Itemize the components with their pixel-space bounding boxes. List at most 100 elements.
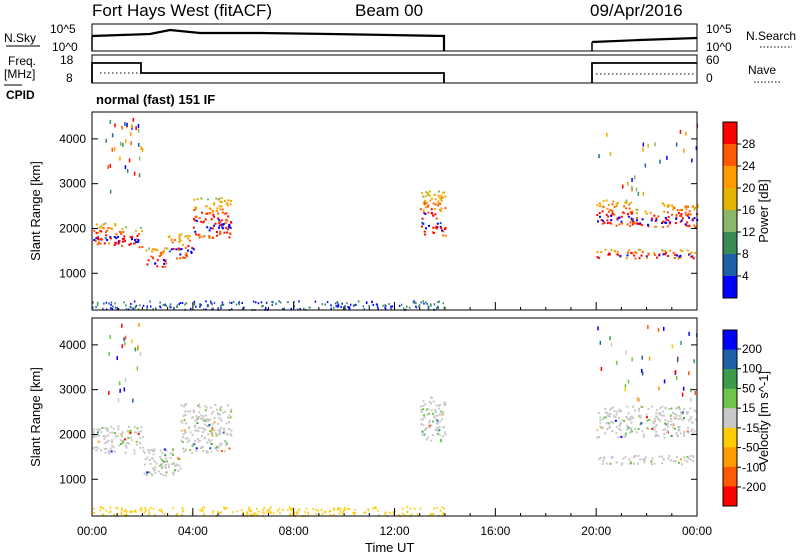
scatter-cell <box>428 412 431 415</box>
scatter-cell <box>423 230 426 233</box>
scatter-cell <box>619 429 622 432</box>
scatter-cell <box>291 508 293 511</box>
scatter-cell <box>124 335 127 340</box>
scatter-cell <box>629 225 632 228</box>
scatter-cell <box>298 509 300 512</box>
scatter-cell <box>231 308 233 311</box>
velocity-scatter <box>92 323 698 518</box>
scatter-cell <box>147 259 150 262</box>
scatter-cell <box>676 435 679 438</box>
scatter-cell <box>207 419 210 422</box>
x-tick-label: 00:00 <box>682 524 712 538</box>
scatter-cell <box>146 471 149 474</box>
scatter-cell <box>228 447 231 450</box>
scatter-cell <box>293 300 295 303</box>
scatter-cell <box>667 457 670 460</box>
scatter-cell <box>214 447 217 449</box>
scatter-cell <box>646 427 649 430</box>
scatter-cell <box>430 439 433 442</box>
scatter-cell <box>596 251 599 254</box>
scatter-cell <box>624 435 627 438</box>
scatter-cell <box>629 431 632 434</box>
scatter-cell <box>423 416 426 419</box>
scatter-cell <box>188 427 190 430</box>
scatter-cell <box>428 421 431 424</box>
scatter-cell <box>215 197 218 200</box>
scatter-cell <box>92 447 95 450</box>
scatter-cell <box>668 222 671 225</box>
scatter-cell <box>128 442 131 445</box>
cpid-text: normal (fast) 151 IF <box>96 92 215 107</box>
scatter-cell <box>163 513 166 516</box>
scatter-cell <box>193 219 196 222</box>
scatter-cell <box>430 303 432 306</box>
scatter-cell <box>203 506 206 509</box>
colorbar-tick-label: 8 <box>742 247 749 261</box>
scatter-cell <box>689 454 692 457</box>
scatter-cell <box>422 209 425 212</box>
scatter-cell <box>151 474 154 477</box>
scatter-cell <box>605 199 608 202</box>
scatter-cell <box>611 210 614 212</box>
scatter-cell <box>133 300 136 303</box>
scatter-cell <box>600 219 603 221</box>
scatter-cell <box>639 222 642 225</box>
scatter-cell <box>129 242 132 245</box>
scatter-cell <box>178 458 181 461</box>
scatter-cell <box>688 210 691 213</box>
scatter-cell <box>440 410 443 413</box>
scatter-cell <box>224 222 227 225</box>
scatter-cell <box>442 191 444 194</box>
velocity-colorbar-label: Velocity [m s^-1] <box>756 371 771 465</box>
scatter-cell <box>218 205 221 208</box>
scatter-cell <box>627 215 630 218</box>
scatter-cell <box>434 409 437 412</box>
scatter-cell <box>442 234 445 237</box>
scatter-cell <box>191 433 194 436</box>
scatter-cell <box>184 437 187 440</box>
scatter-cell <box>626 429 629 431</box>
scatter-cell <box>102 507 105 510</box>
scatter-cell <box>679 220 682 223</box>
scatter-cell <box>654 425 657 428</box>
scatter-cell <box>214 222 217 225</box>
scatter-cell <box>153 248 156 251</box>
scatter-cell <box>670 204 673 207</box>
scatter-cell <box>148 509 150 512</box>
scatter-cell <box>660 414 663 417</box>
scatter-cell <box>184 235 187 238</box>
scatter-cell <box>206 406 209 409</box>
scatter-cell <box>443 401 446 404</box>
scatter-cell <box>597 412 600 415</box>
scatter-cell <box>230 408 233 411</box>
scatter-cell <box>427 305 430 308</box>
scatter-cell <box>104 427 107 430</box>
scatter-cell <box>180 439 183 442</box>
scatter-cell <box>106 229 109 232</box>
scatter-cell <box>166 460 169 463</box>
scatter-cell <box>629 211 632 213</box>
nsearch-label: N.Search <box>746 29 796 43</box>
scatter-cell <box>625 199 628 202</box>
scatter-cell <box>179 302 182 304</box>
scatter-cell <box>220 304 222 307</box>
scatter-cell <box>228 225 231 228</box>
scatter-cell <box>652 422 655 425</box>
scatter-cell <box>287 301 289 304</box>
scatter-cell <box>181 513 184 516</box>
scatter-cell <box>123 438 126 441</box>
scatter-cell <box>112 446 115 449</box>
scatter-cell <box>113 513 115 516</box>
scatter-cell <box>672 426 675 429</box>
colorbar-tick-label: -100 <box>742 460 766 474</box>
scatter-cell <box>683 408 686 411</box>
scatter-cell <box>658 412 661 415</box>
scatter-cell <box>390 305 392 308</box>
scatter-cell <box>209 212 212 215</box>
scatter-cell <box>612 421 615 424</box>
scatter-cell <box>162 303 164 306</box>
scatter-cell <box>691 421 694 424</box>
